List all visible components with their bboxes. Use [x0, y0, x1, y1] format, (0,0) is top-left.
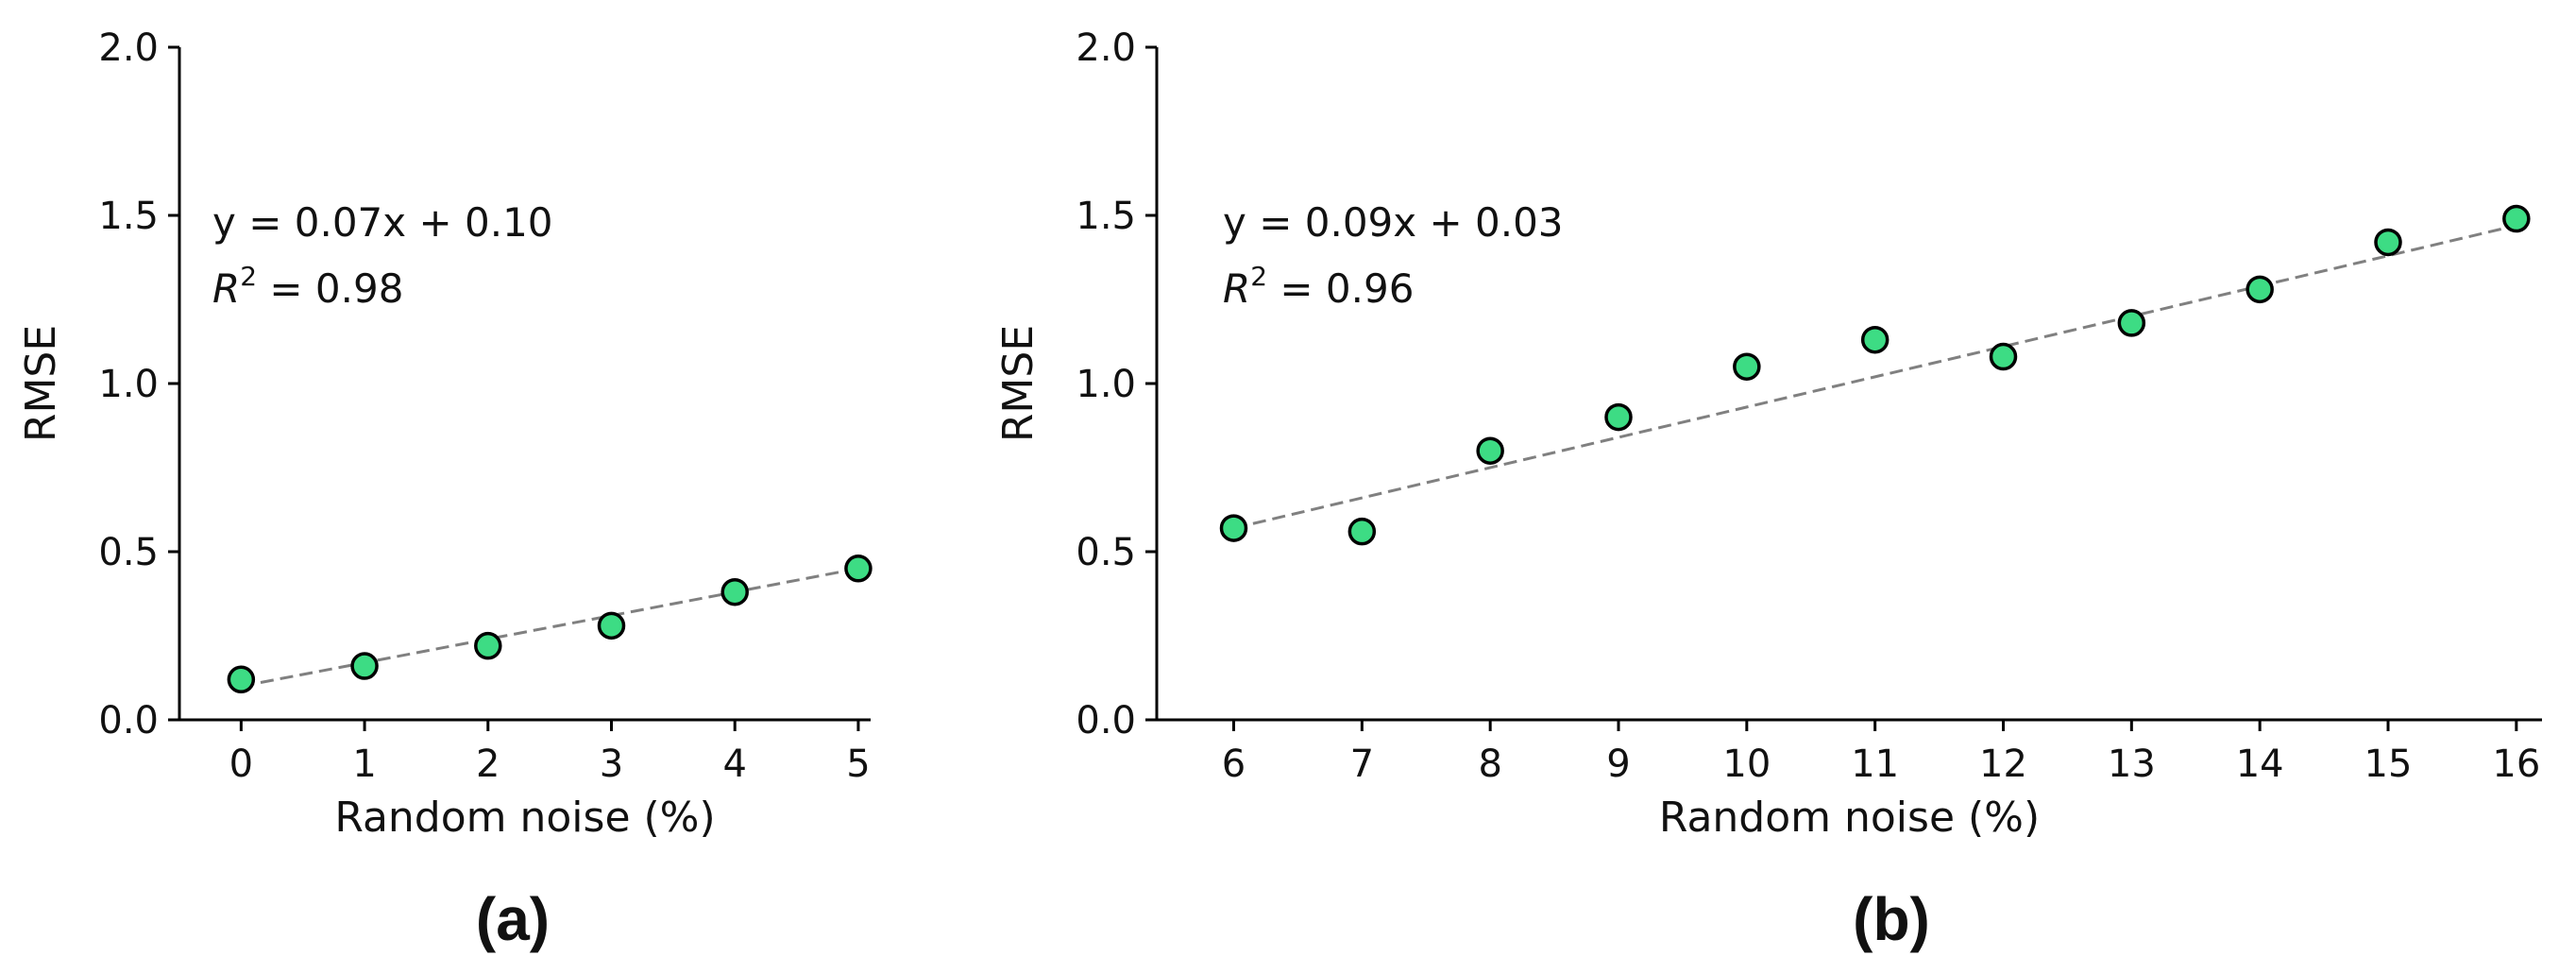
- data-point: [2246, 275, 2274, 304]
- fit-line: [1233, 224, 2517, 530]
- x-tick-label: 6: [1222, 743, 1246, 786]
- x-tick-label: 10: [1722, 743, 1771, 786]
- x-tick-label: 5: [846, 743, 870, 786]
- x-tick-label: 8: [1478, 743, 1501, 786]
- x-tick-label: 7: [1350, 743, 1374, 786]
- x-tick-label: 2: [476, 743, 500, 786]
- x-tick-label: 0: [229, 743, 253, 786]
- y-axis-title: RMSE: [17, 325, 65, 442]
- x-tick-label: 15: [2364, 743, 2413, 786]
- data-point: [1604, 402, 1633, 432]
- x-tick-label: 13: [2108, 743, 2156, 786]
- y-axis-title: RMSE: [994, 325, 1042, 442]
- data-point: [2374, 228, 2402, 257]
- x-tick-label: 9: [1606, 743, 1630, 786]
- x-tick-label: 16: [2492, 743, 2540, 786]
- x-axis-title: Random noise (%): [334, 794, 715, 842]
- x-tick-label: 14: [2236, 743, 2284, 786]
- data-point: [2502, 204, 2531, 233]
- data-point: [1860, 325, 1890, 354]
- r2-annotation: R2 = 0.98: [212, 261, 403, 312]
- fit-line: [241, 567, 859, 688]
- data-point: [474, 631, 502, 660]
- data-point: [597, 611, 626, 640]
- data-point: [720, 577, 749, 606]
- x-tick-label: 1: [352, 743, 376, 786]
- data-point: [227, 665, 256, 694]
- y-tick-label: 0.0: [98, 699, 159, 743]
- x-tick-label: 3: [600, 743, 623, 786]
- data-point: [844, 555, 873, 583]
- y-tick-label: 2.0: [1076, 26, 1136, 70]
- r2-value: 0.98: [315, 265, 404, 312]
- data-point: [1219, 514, 1248, 542]
- y-tick-label: 0.5: [98, 531, 159, 574]
- y-tick-label: 2.0: [98, 26, 159, 70]
- panel-label: (b): [1853, 885, 1930, 953]
- y-tick-label: 0.5: [1076, 531, 1136, 574]
- y-tick-label: 0.0: [1076, 699, 1136, 743]
- chart-panel-b: 0.0 0.5 1.0 1.5 2.0 6 7 8 9 10 11 12 13 14 15 16 Random …: [994, 26, 2542, 953]
- data-point: [1476, 436, 1504, 465]
- data-point: [1733, 352, 1761, 381]
- y-tick-label: 1.5: [98, 195, 159, 238]
- y-tick-label: 1.5: [1076, 195, 1136, 238]
- x-tick-label: 4: [722, 743, 746, 786]
- equation-annotation: y = 0.09x + 0.03: [1223, 199, 1564, 246]
- x-axis-title: Random noise (%): [1659, 794, 2040, 842]
- data-point: [350, 652, 379, 680]
- x-tick-label: 12: [1979, 743, 2027, 786]
- data-point: [2117, 309, 2146, 337]
- y-tick-label: 1.0: [1076, 363, 1136, 406]
- y-tick-label: 1.0: [98, 363, 159, 406]
- data-point: [1989, 342, 2018, 371]
- panel-label: (a): [476, 885, 550, 953]
- chart-panel-a: 0.0 0.5 1.0 1.5 2.0 0 1 2 3 4 5 Random noise (%) RMS…: [17, 26, 873, 953]
- equation-annotation: y = 0.07x + 0.10: [212, 199, 553, 246]
- r2-value: 0.96: [1326, 265, 1415, 312]
- data-point: [1347, 517, 1377, 546]
- x-tick-label: 11: [1851, 743, 1899, 786]
- r2-annotation: R2 = 0.96: [1223, 261, 1414, 312]
